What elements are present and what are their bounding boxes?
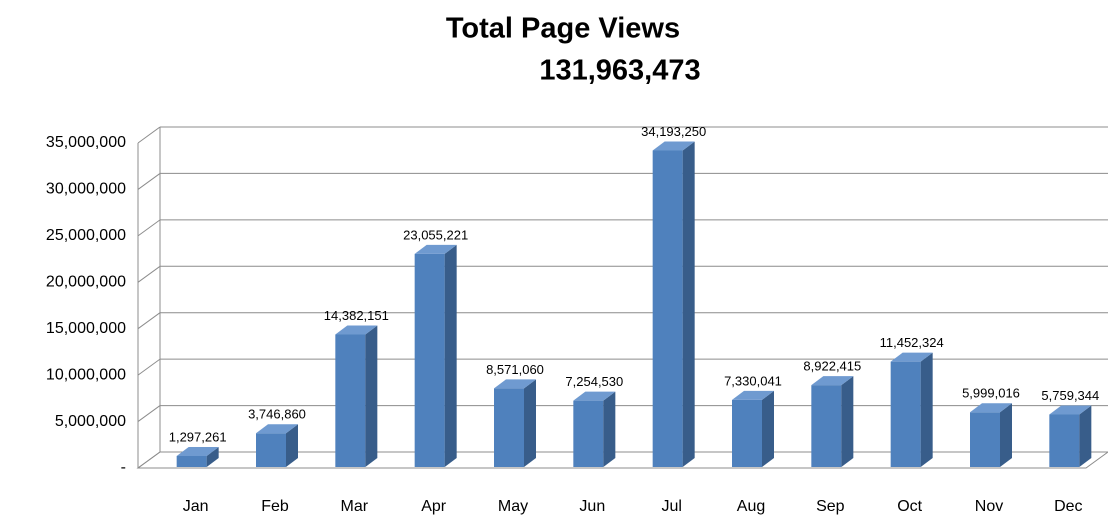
- bar-side: [444, 244, 457, 467]
- x-tick-label: Nov: [975, 498, 1003, 515]
- bar-side: [365, 325, 378, 467]
- bar-front: [494, 388, 524, 467]
- x-tick-label: Sep: [816, 498, 845, 515]
- value-label: 14,382,151: [324, 308, 389, 323]
- bar: [335, 325, 378, 467]
- value-label: 5,999,016: [962, 386, 1020, 401]
- grid-line-side: [137, 126, 161, 144]
- bar-side: [841, 376, 854, 467]
- y-tick-label: 25,000,000: [46, 227, 126, 244]
- value-label: 23,055,221: [403, 227, 468, 242]
- bar-side: [524, 379, 536, 467]
- bar-front: [732, 399, 762, 467]
- bar-top: [732, 390, 774, 400]
- y-tick-label: 5,000,000: [55, 413, 126, 430]
- x-tick-label: Dec: [1054, 498, 1082, 515]
- grid-line-side: [137, 451, 161, 469]
- bar: [176, 446, 219, 467]
- x-tick-label: Jan: [183, 498, 209, 515]
- bar: [573, 391, 616, 467]
- bar-top: [414, 244, 457, 254]
- x-tick-label: Feb: [261, 498, 289, 515]
- bar-top: [176, 446, 219, 456]
- value-label: 8,571,060: [486, 362, 544, 377]
- y-tick-label: 20,000,000: [46, 274, 126, 291]
- grid-line-side: [137, 173, 161, 190]
- bar: [494, 379, 536, 467]
- bar-top: [890, 352, 933, 362]
- bar-front: [335, 334, 366, 467]
- grid-line-side: [137, 312, 161, 330]
- x-tick-label: Oct: [897, 498, 922, 515]
- bar: [256, 424, 298, 467]
- bar-front: [176, 455, 207, 467]
- bar: [732, 390, 774, 467]
- bar-front: [1049, 414, 1080, 467]
- bar: [970, 403, 1012, 467]
- bar: [1049, 405, 1092, 467]
- x-tick-label: May: [498, 498, 528, 515]
- bar-front: [256, 433, 286, 467]
- chart-title: Total Page Views: [446, 13, 680, 45]
- value-label: 34,193,250: [641, 124, 706, 139]
- grid-line-side: [137, 405, 161, 422]
- bar: [811, 376, 854, 467]
- bar-side: [682, 141, 695, 467]
- bar-side: [920, 352, 933, 467]
- value-label: 7,330,041: [724, 373, 782, 388]
- grid-line-side: [137, 219, 161, 237]
- y-tick-label: 30,000,000: [46, 181, 126, 198]
- bar-side: [762, 390, 774, 467]
- bar-top: [573, 391, 616, 401]
- bar-top: [652, 141, 695, 151]
- value-label: 7,254,530: [565, 374, 623, 389]
- bar-front: [890, 361, 921, 467]
- bar-front: [811, 385, 842, 467]
- value-label: 8,922,415: [803, 359, 861, 374]
- grid-line-side: [137, 265, 161, 283]
- x-tick-label: Mar: [341, 498, 369, 515]
- bar-front: [970, 412, 1000, 467]
- bar-front: [573, 400, 604, 467]
- bar-top: [256, 424, 298, 434]
- x-tick-label: Jul: [661, 498, 681, 515]
- y-tick-label: 35,000,000: [46, 134, 126, 151]
- chart-subtitle: 131,963,473: [539, 55, 700, 87]
- value-label: 11,452,324: [880, 335, 944, 350]
- bar-top: [1049, 405, 1092, 415]
- bar-top: [335, 325, 378, 335]
- bar-top: [494, 379, 536, 389]
- bar-front: [414, 253, 445, 467]
- bar-top: [811, 376, 854, 386]
- bar: [414, 244, 457, 467]
- bar-side: [1000, 403, 1012, 467]
- y-tick-label: 10,000,000: [46, 366, 126, 383]
- value-label: 3,746,860: [248, 407, 306, 422]
- bar-side: [206, 446, 219, 467]
- bar: [652, 141, 695, 467]
- y-tick-label: -: [121, 459, 126, 476]
- grid-line-side: [137, 358, 161, 376]
- bar-front: [652, 150, 683, 467]
- value-label: 5,759,344: [1041, 388, 1099, 403]
- x-tick-label: Apr: [421, 498, 447, 515]
- x-tick-label: Jun: [579, 498, 605, 515]
- y-tick-label: 15,000,000: [46, 320, 126, 337]
- bar: [890, 352, 933, 467]
- bar-top: [970, 403, 1012, 413]
- bar-side: [286, 424, 298, 467]
- x-tick-label: Aug: [737, 498, 765, 515]
- value-label: 1,297,261: [169, 429, 227, 444]
- bar-side: [603, 391, 616, 467]
- bar-side: [1079, 405, 1092, 467]
